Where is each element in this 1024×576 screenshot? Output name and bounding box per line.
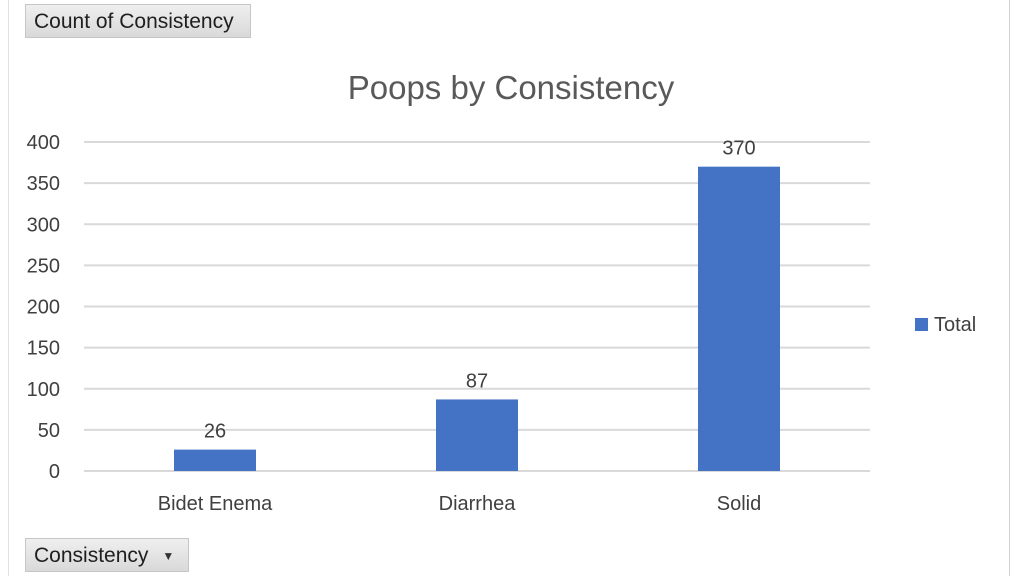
y-axis-tick-labels: 0 50 100 150 200 250 300 350 400 <box>27 132 60 483</box>
bars <box>174 166 780 472</box>
x-category-label: Solid <box>717 493 761 515</box>
axis-field-label: Consistency <box>34 544 149 567</box>
x-axis-category-labels: Bidet Enema Diarrhea Solid <box>158 493 762 515</box>
chart-title[interactable]: Poops by Consistency <box>348 69 675 106</box>
sheet-gridline-right <box>1009 0 1024 576</box>
x-category-label: Diarrhea <box>439 493 517 515</box>
legend-swatch <box>915 318 928 331</box>
y-tick-label: 250 <box>27 255 60 277</box>
y-tick-label: 0 <box>49 461 60 483</box>
data-label: 370 <box>722 138 755 160</box>
axis-field-filter-button[interactable]: Consistency ▼ <box>25 538 189 572</box>
data-label: 26 <box>204 421 226 443</box>
value-field-button[interactable]: Count of Consistency <box>25 4 251 38</box>
sheet-gridline-left <box>0 0 9 576</box>
legend[interactable]: Total <box>915 314 976 336</box>
dropdown-arrow-icon[interactable]: ▼ <box>162 549 175 564</box>
legend-label: Total <box>934 314 976 336</box>
data-label: 87 <box>466 370 488 392</box>
y-tick-label: 100 <box>27 379 60 401</box>
y-tick-label: 50 <box>38 420 60 442</box>
data-labels: 26 87 370 <box>204 138 756 443</box>
bar[interactable] <box>436 399 518 471</box>
bar[interactable] <box>698 166 780 472</box>
y-tick-label: 400 <box>27 132 60 154</box>
y-tick-label: 150 <box>27 338 60 360</box>
y-tick-label: 300 <box>27 214 60 236</box>
x-category-label: Bidet Enema <box>158 493 273 515</box>
bar[interactable] <box>174 449 256 471</box>
y-tick-label: 350 <box>27 173 60 195</box>
y-tick-label: 200 <box>27 297 60 319</box>
